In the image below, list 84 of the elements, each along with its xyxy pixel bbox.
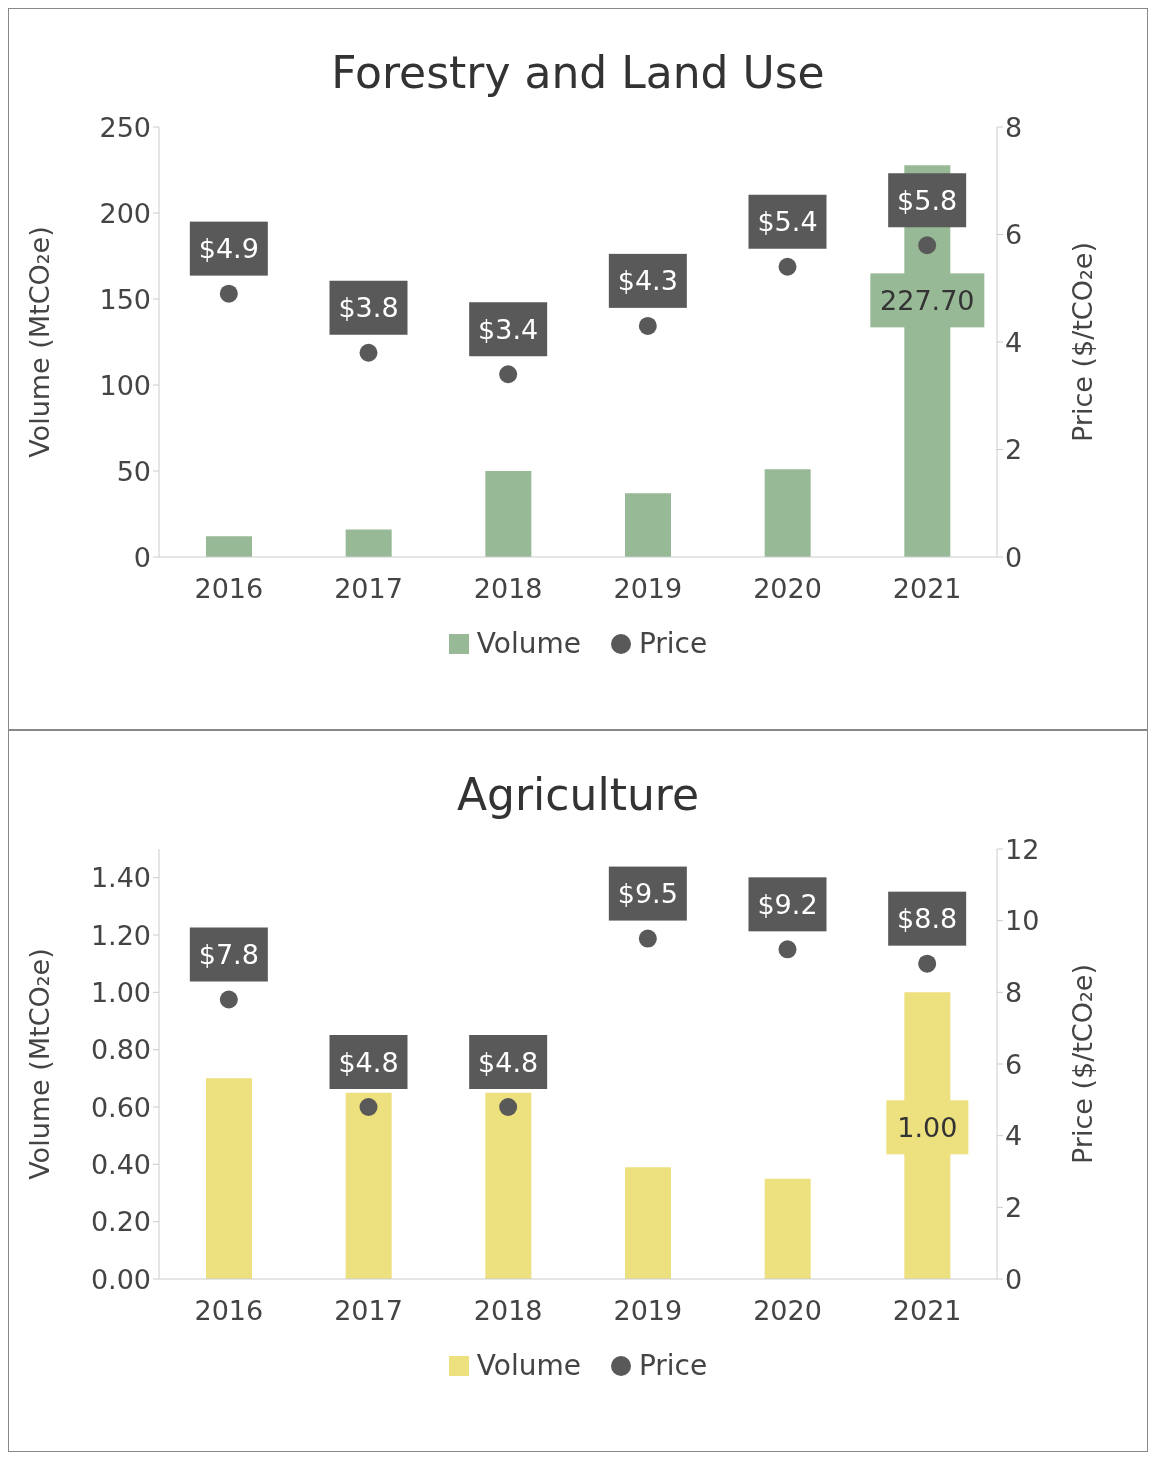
y2-tick-label: 0 — [1005, 541, 1023, 573]
y-tick-label: 1.00 — [90, 976, 151, 1008]
point — [778, 257, 797, 276]
data-label: $4.3 — [617, 265, 678, 297]
y-tick-label: 0.40 — [90, 1148, 151, 1180]
y-tick-label: 0.60 — [90, 1091, 151, 1123]
y-tick-label: 1.20 — [90, 919, 151, 951]
y2-tick-label: 4 — [1005, 326, 1023, 358]
data-label: $9.5 — [617, 878, 678, 910]
x-tick-label: 2021 — [892, 1295, 962, 1327]
y2-axis-title: Price ($/tCO₂e) — [1067, 964, 1098, 1164]
point — [638, 316, 657, 335]
data-label: 1.00 — [897, 1111, 958, 1143]
y2-tick-label: 6 — [1005, 219, 1023, 251]
x-tick-label: 2019 — [613, 573, 683, 605]
bar — [206, 1078, 252, 1279]
x-tick-label: 2018 — [473, 1295, 543, 1327]
y-tick-label: 100 — [99, 369, 151, 401]
data-label: $4.8 — [338, 1046, 399, 1078]
y2-tick-label: 2 — [1005, 434, 1023, 466]
bar — [206, 536, 252, 557]
y2-tick-label: 8 — [1005, 976, 1023, 1008]
y-tick-label: 250 — [99, 111, 151, 143]
point — [359, 1098, 378, 1116]
x-tick-label: 2020 — [753, 573, 822, 605]
data-label: $7.8 — [198, 939, 259, 970]
y-tick-label: 0.00 — [90, 1263, 151, 1295]
point — [499, 1098, 518, 1116]
bar — [345, 1092, 392, 1279]
legend-label: Volume — [476, 627, 581, 660]
x-tick-label: 2020 — [753, 1295, 822, 1327]
x-tick-label: 2017 — [334, 1295, 403, 1327]
x-tick-label: 2017 — [334, 573, 403, 605]
legend-label: Volume — [476, 1349, 581, 1382]
bar — [485, 471, 532, 557]
data-label: $4.8 — [478, 1046, 539, 1078]
chart-title: Forestry and Land Use — [330, 46, 826, 100]
bar — [625, 493, 671, 557]
point — [918, 954, 937, 973]
x-tick-label: 2016 — [194, 573, 264, 605]
bar — [485, 1092, 532, 1279]
y-axis-title: Volume (MtCO₂e) — [24, 226, 55, 458]
data-label: 227.70 — [880, 284, 975, 316]
x-tick-label: 2016 — [194, 1295, 264, 1327]
y-tick-label: 1.40 — [90, 862, 151, 894]
point — [778, 940, 797, 959]
data-label: $3.8 — [338, 292, 399, 324]
data-label: $5.8 — [897, 184, 958, 216]
data-label: $5.4 — [757, 206, 818, 238]
bar — [764, 1178, 811, 1279]
point — [499, 365, 518, 384]
data-label: $4.9 — [198, 233, 259, 265]
chart-title: Agriculture — [456, 768, 700, 822]
bar — [625, 1167, 671, 1279]
x-tick-label: 2021 — [892, 573, 962, 605]
point — [918, 236, 937, 255]
y2-tick-label: 0 — [1005, 1263, 1023, 1295]
y-axis-title: Volume (MtCO₂e) — [24, 948, 55, 1180]
y-tick-label: 200 — [99, 197, 151, 229]
x-tick-label: 2019 — [613, 1295, 683, 1327]
data-label: $8.8 — [897, 903, 958, 935]
point — [219, 284, 238, 303]
y-tick-label: 0 — [133, 541, 151, 573]
y2-tick-label: 10 — [1005, 905, 1040, 937]
bar — [764, 469, 811, 557]
data-label: $3.4 — [478, 313, 539, 345]
y2-tick-label: 12 — [1005, 833, 1040, 865]
bar — [345, 529, 392, 557]
point — [638, 929, 657, 948]
data-label: $9.2 — [757, 888, 818, 920]
point — [359, 343, 378, 362]
y-tick-label: 50 — [116, 455, 151, 487]
y2-axis-title: Price ($/tCO₂e) — [1067, 242, 1098, 442]
legend-label: Price — [638, 1349, 708, 1382]
y2-tick-label: 2 — [1005, 1191, 1023, 1223]
y2-tick-label: 8 — [1005, 111, 1023, 143]
legend-label: Price — [638, 627, 708, 660]
y-tick-label: 0.80 — [90, 1034, 151, 1066]
y2-tick-label: 6 — [1005, 1048, 1023, 1080]
x-tick-label: 2018 — [473, 573, 543, 605]
y-tick-label: 0.20 — [90, 1206, 151, 1238]
point — [219, 990, 238, 1009]
y-tick-label: 150 — [99, 283, 151, 315]
y2-tick-label: 4 — [1005, 1120, 1023, 1152]
